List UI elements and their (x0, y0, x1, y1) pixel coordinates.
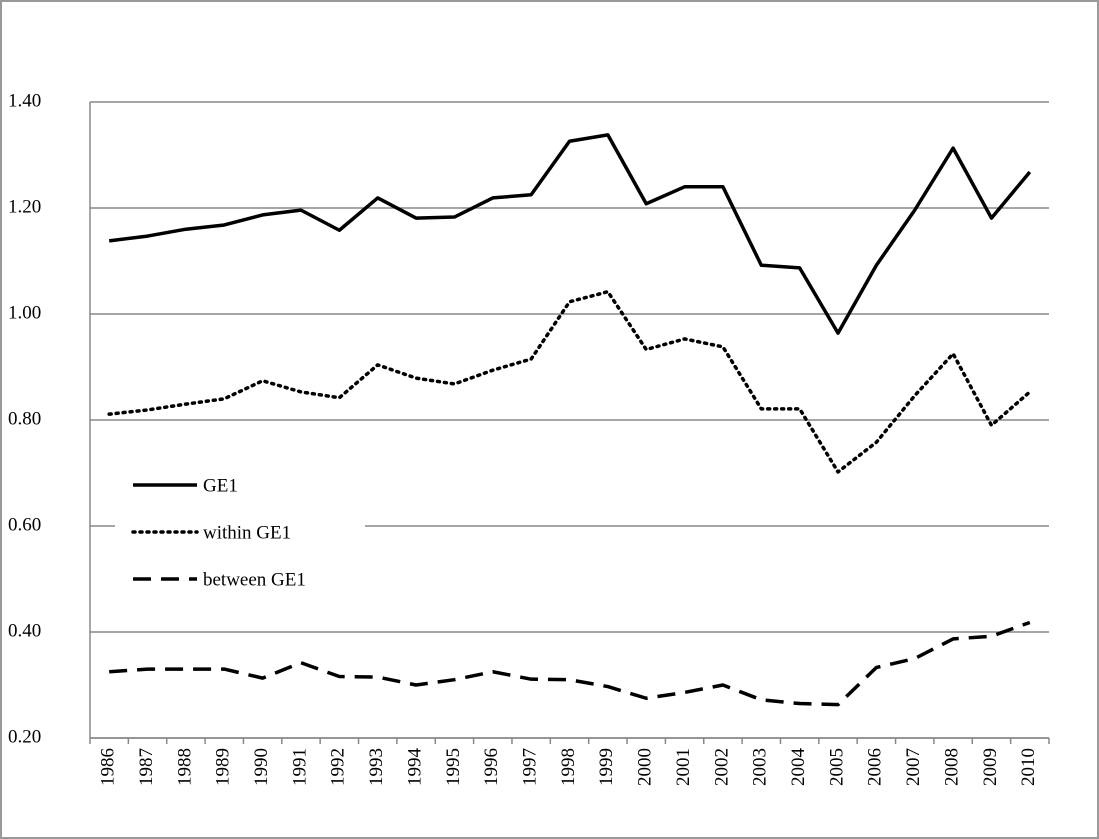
x-tick-label: 2002 (711, 748, 732, 786)
legend-label: within GE1 (203, 522, 291, 543)
y-tick-label: 0.40 (8, 620, 41, 641)
legend-label: between GE1 (203, 569, 306, 590)
legend: GE1 within GE1 between GE1 (115, 462, 365, 602)
x-tick-label: 1998 (558, 748, 579, 786)
x-tick-label: 2001 (673, 748, 694, 786)
x-tick-label: 2000 (635, 748, 656, 786)
x-tick-label: 1990 (251, 748, 272, 786)
x-tick-label: 2006 (865, 748, 886, 786)
x-tick-label: 1997 (519, 748, 540, 786)
y-tick-label: 0.20 (8, 726, 41, 747)
x-tick-label: 1994 (404, 748, 425, 787)
x-tick-label: 1993 (366, 748, 387, 786)
x-tick-label: 1992 (328, 748, 349, 786)
x-tick-label: 1999 (596, 748, 617, 786)
series-line (109, 620, 1031, 707)
y-tick-label: 1.20 (8, 196, 41, 217)
series-line (108, 133, 1032, 335)
x-tick-label: 2003 (750, 748, 771, 786)
y-tick-label: 0.80 (8, 408, 41, 429)
x-tick-label: 1988 (174, 748, 195, 786)
x-tick-label: 2004 (788, 748, 809, 787)
x-tick-label: 2009 (980, 748, 1001, 786)
x-tick-label: 2005 (826, 748, 847, 786)
x-tick-label: 1996 (481, 748, 502, 786)
x-tick-label: 1991 (289, 748, 310, 786)
x-tick-label: 1986 (98, 748, 119, 786)
y-tick-label: 1.00 (8, 302, 41, 323)
x-tick-label: 2007 (903, 748, 924, 786)
legend-label: GE1 (203, 475, 238, 496)
x-tick-label: 1995 (443, 748, 464, 786)
y-tick-label: 0.60 (8, 514, 41, 535)
series-line (107, 289, 1032, 474)
x-tick-label: 1987 (136, 748, 157, 786)
y-tick-label: 1.40 (8, 90, 41, 111)
x-tick-label: 1989 (213, 748, 234, 786)
x-tick-label: 2010 (1018, 748, 1039, 786)
x-tick-label: 2008 (941, 748, 962, 786)
